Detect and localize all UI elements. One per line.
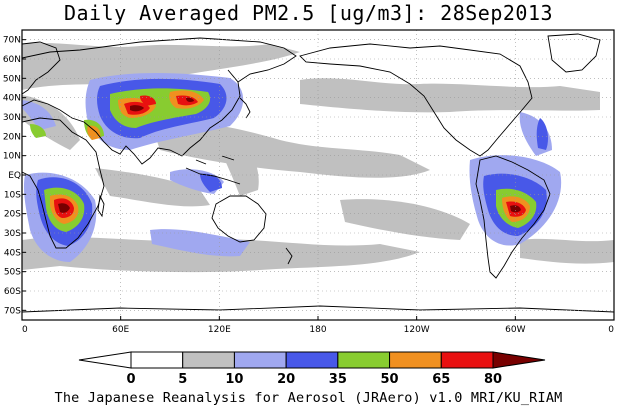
colorbar-level-label: 0	[126, 372, 135, 387]
colorbar-level-label: 20	[277, 372, 295, 387]
coastline-madagascar	[97, 194, 105, 218]
lon-tick-label: 60E	[112, 325, 129, 335]
lat-tick-label: 30S	[4, 229, 21, 239]
colorbar: 0 5 10 20 35 50 65 80	[78, 351, 546, 387]
lat-tick-label: 50N	[3, 74, 21, 84]
coastline-greenland	[547, 33, 601, 73]
graticule	[22, 30, 614, 320]
coastline-south-america	[475, 155, 551, 279]
level-80-plus-areas	[58, 97, 521, 213]
lon-tick-label: 0	[608, 325, 614, 335]
lon-tick-label: 120E	[208, 325, 231, 335]
coastline-indonesia	[185, 155, 241, 185]
coastline-eurasia-north	[22, 37, 297, 83]
lat-tick-label: 70S	[4, 306, 21, 316]
lon-tick-label: 0	[22, 325, 28, 335]
lat-tick-label: 10S	[4, 190, 21, 200]
lon-tick-label: 120W	[404, 325, 430, 335]
coastline-africa	[22, 117, 105, 249]
colorbar-level-label: 50	[381, 372, 399, 387]
colorbar-box	[337, 351, 391, 369]
lat-tick-label: 20N	[3, 132, 21, 142]
pm25-map: 70N 60N 50N 40N 30N 20N 10N EQ 10S 20S 30S 40S 50S 60…	[3, 29, 615, 335]
coastline-australia	[211, 195, 267, 243]
coastline-eurasia-south	[22, 69, 241, 165]
lat-tick-label: 60N	[3, 55, 21, 65]
colorbar-level-label: 80	[484, 372, 502, 387]
colorbar-high-triangle	[492, 351, 546, 369]
longitude-ticks: 0 60E 120E 180 120W 60W 0	[21, 316, 615, 335]
colorbar-box	[389, 351, 442, 369]
colorbar-box	[233, 351, 287, 369]
coastline-new-zealand	[285, 247, 293, 265]
colorbar-box	[440, 351, 494, 369]
latitude-ticks: 70N 60N 50N 40N 30N 20N 10N EQ 10S 20S 30S 40S 50S 60…	[3, 36, 26, 316]
map-title: Daily Averaged PM2.5 [ug/m3]: 28Sep2013	[63, 1, 554, 25]
colorbar-labels: 0 5 10 20 35 50 65 80	[126, 372, 502, 387]
pm25-fields	[22, 43, 614, 273]
level-5-10-areas	[22, 43, 614, 273]
lat-tick-label: 50S	[4, 268, 21, 278]
colorbar-box	[182, 351, 235, 369]
colorbar-boxes	[78, 351, 546, 369]
lat-tick-label: EQ	[8, 171, 21, 181]
lat-tick-label: 70N	[3, 36, 21, 46]
lat-tick-label: 40S	[4, 248, 21, 258]
colorbar-box	[130, 351, 184, 369]
lon-tick-label: 60W	[505, 325, 525, 335]
coastline-europe	[22, 41, 61, 95]
colorbar-level-label: 5	[178, 372, 187, 387]
colorbar-level-label: 10	[225, 372, 243, 387]
lat-tick-label: 10N	[3, 152, 21, 162]
coastline-japan	[239, 97, 251, 119]
coastline-north-america	[299, 43, 533, 157]
lat-tick-label: 20S	[4, 210, 21, 220]
lat-tick-label: 30N	[3, 113, 21, 123]
coastlines	[22, 33, 614, 313]
lat-tick-label: 60S	[4, 287, 21, 297]
colorbar-low-triangle	[78, 351, 132, 369]
lon-tick-label: 180	[309, 325, 326, 335]
credit-line: The Japanese Reanalysis for Aerosol (JRA…	[54, 390, 563, 406]
colorbar-box	[285, 351, 339, 369]
lat-tick-label: 40N	[3, 94, 21, 104]
colorbar-level-label: 35	[329, 372, 347, 387]
coastline-antarctica	[22, 305, 614, 313]
colorbar-level-label: 65	[432, 372, 450, 387]
